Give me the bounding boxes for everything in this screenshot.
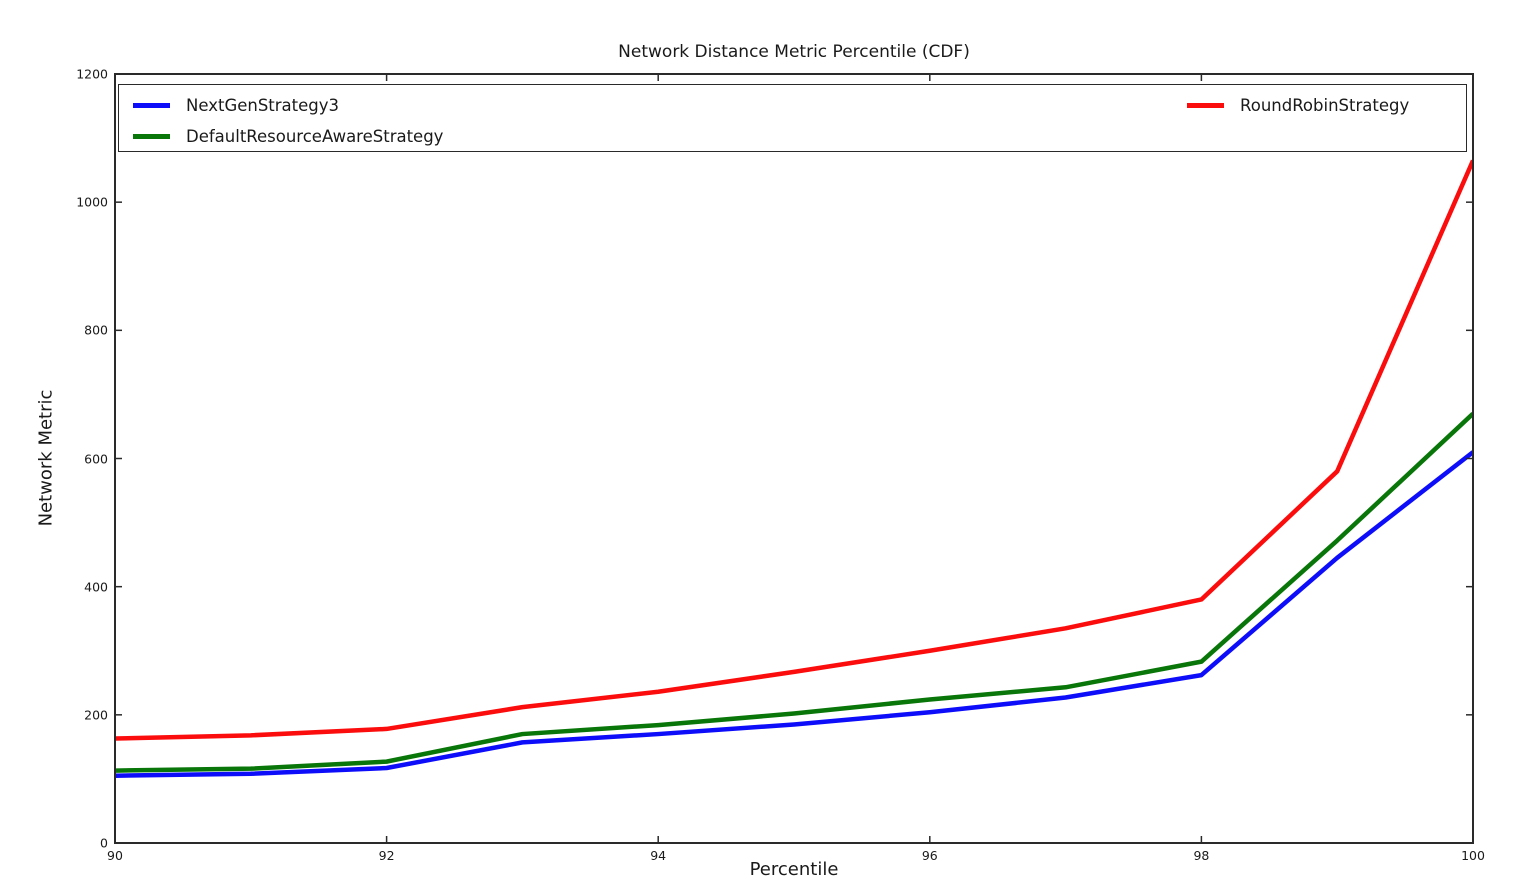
legend: NextGenStrategy3 DefaultResourceAwareStr… bbox=[118, 84, 1467, 152]
y-tick-label: 400 bbox=[84, 579, 108, 595]
x-tick-label: 90 bbox=[107, 848, 123, 863]
legend-line-swatch-red bbox=[1187, 102, 1224, 108]
chart-title: Network Distance Metric Percentile (CDF) bbox=[618, 42, 970, 62]
y-tick-label: 200 bbox=[84, 707, 108, 723]
legend-item-defaultresourceawarestrategy: DefaultResourceAwareStrategy bbox=[133, 125, 443, 147]
x-tick-label: 100 bbox=[1461, 848, 1485, 863]
x-tick-label: 94 bbox=[650, 848, 667, 863]
y-tick-label: 1000 bbox=[76, 194, 108, 210]
y-tick-label: 600 bbox=[84, 451, 108, 466]
legend-label: RoundRobinStrategy bbox=[1240, 95, 1410, 115]
series-line-RoundRobinStrategy bbox=[115, 159, 1473, 741]
legend-item-nextgenstrategy3: NextGenStrategy3 bbox=[133, 94, 339, 116]
legend-line-swatch-green bbox=[133, 133, 170, 139]
legend-item-roundrobinstrategy: RoundRobinStrategy bbox=[1187, 94, 1409, 116]
legend-label: DefaultResourceAwareStrategy bbox=[186, 126, 444, 146]
y-axis-label: Network Metric bbox=[35, 389, 57, 527]
y-tick-label: 800 bbox=[84, 322, 108, 338]
x-axis-label: Percentile bbox=[749, 859, 839, 880]
y-tick-label: 0 bbox=[100, 835, 108, 851]
legend-line-swatch-blue bbox=[133, 102, 170, 108]
x-tick-label: 92 bbox=[378, 848, 395, 863]
x-tick-label: 96 bbox=[921, 848, 938, 863]
y-tick-label: 1200 bbox=[76, 66, 108, 82]
legend-label: NextGenStrategy3 bbox=[186, 95, 340, 115]
x-tick-label: 98 bbox=[1193, 848, 1210, 863]
series-line-DefaultResourceAwareStrategy bbox=[115, 411, 1473, 773]
plot-border bbox=[114, 73, 1474, 844]
series-line-NextGenStrategy3 bbox=[115, 450, 1473, 778]
